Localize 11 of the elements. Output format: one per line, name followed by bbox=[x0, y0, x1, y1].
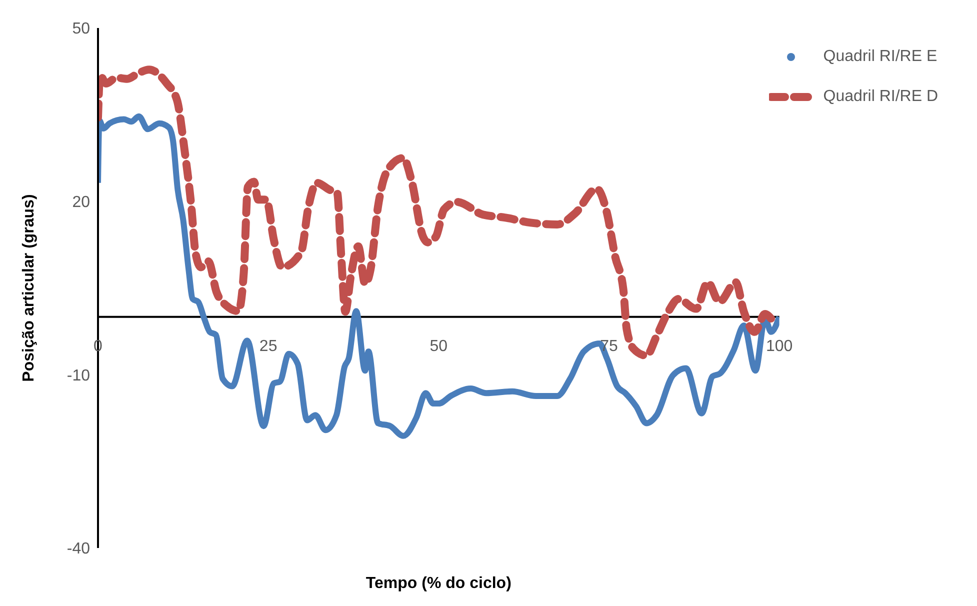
y-tick-label: -10 bbox=[66, 367, 90, 384]
legend-label: Quadril RI/RE D bbox=[823, 88, 938, 106]
y-tick-label: -40 bbox=[66, 540, 90, 558]
y-axis-title: Posição articular (graus) bbox=[20, 194, 38, 382]
legend-label: Quadril RI/RE E bbox=[823, 48, 938, 66]
x-tick-label: 25 bbox=[259, 338, 278, 355]
y-tick-label: 50 bbox=[72, 20, 90, 38]
x-axis-title: Tempo (% do ciclo) bbox=[366, 575, 512, 592]
x-tick-label: 100 bbox=[766, 338, 793, 355]
x-tick-label: 50 bbox=[430, 338, 448, 355]
y-tick-label: 20 bbox=[72, 194, 90, 212]
